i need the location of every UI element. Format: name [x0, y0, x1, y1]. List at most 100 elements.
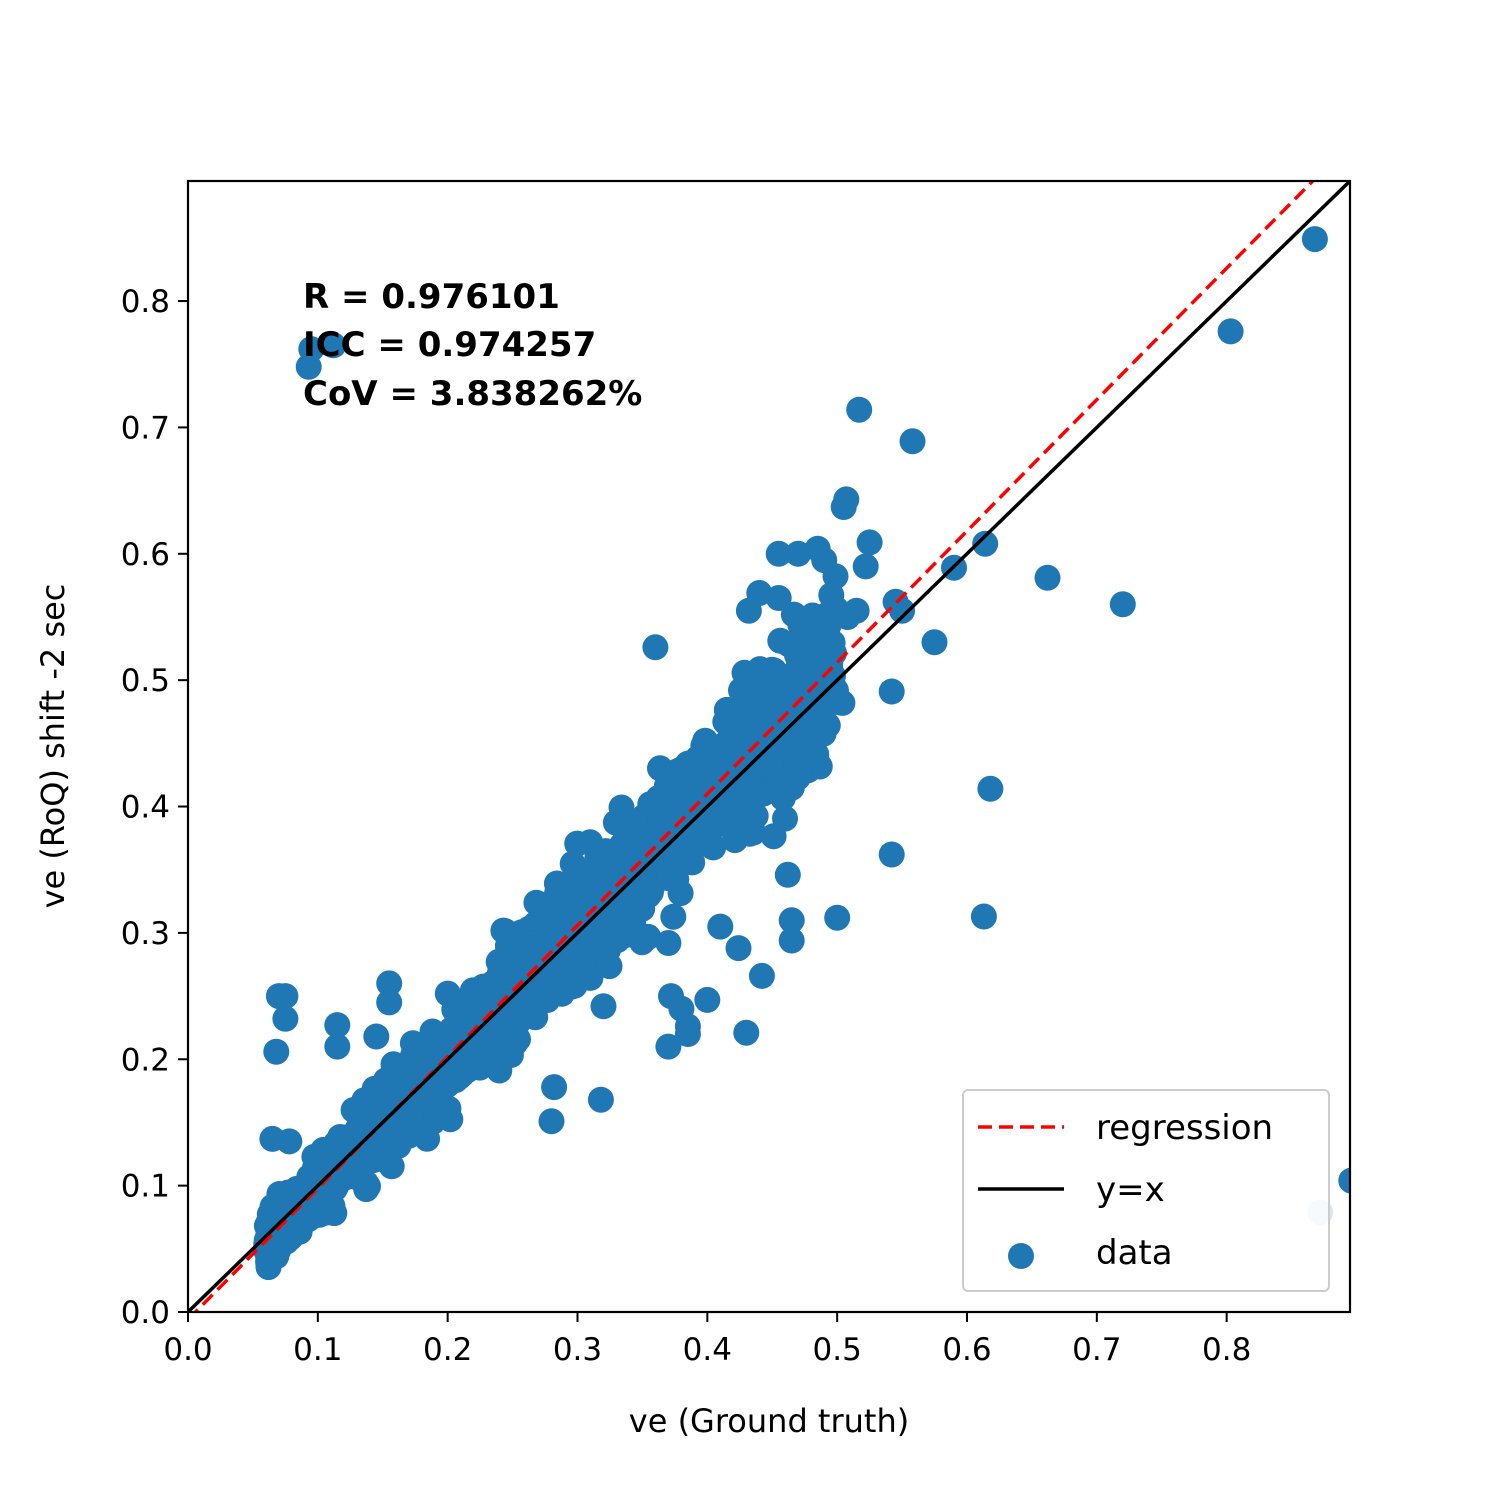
data-point [889, 597, 916, 624]
y-axis-ticks: 0.0 0.1 0.2 0.3 0.4 0.5 0.6 0.7 0.8 [121, 284, 188, 1331]
data-point [1301, 226, 1328, 253]
data-point [1338, 1167, 1350, 1194]
data-point [856, 529, 883, 556]
data-point [486, 1057, 513, 1084]
data-point [775, 631, 802, 658]
legend: regression y=x data [962, 1089, 1330, 1292]
data-point [790, 695, 817, 722]
data-point [538, 1108, 565, 1135]
data-point [263, 1038, 290, 1065]
data-point [733, 746, 760, 773]
data-point [324, 1033, 351, 1060]
data-point [596, 953, 623, 980]
y-tick-label: 0.0 [121, 1295, 170, 1331]
identity-line [188, 181, 1350, 1312]
x-tick-label: 0.1 [293, 1332, 342, 1368]
y-tick-label: 0.7 [121, 410, 170, 446]
data-point [778, 927, 805, 954]
x-tick-label: 0.6 [942, 1332, 991, 1368]
data-point [1109, 591, 1136, 618]
data-point [534, 987, 561, 1013]
data-point [759, 667, 786, 694]
data-point [320, 332, 347, 359]
data-point [878, 841, 905, 868]
x-tick-label: 0.7 [1072, 1332, 1121, 1368]
y-tick-label: 0.2 [121, 1042, 170, 1078]
x-tick-label: 0.4 [683, 1332, 732, 1368]
data-point [754, 697, 781, 724]
stat-icc: ICC = 0.974257 [303, 325, 596, 365]
x-axis-label: ve (Ground truth) [629, 1402, 909, 1440]
y-tick-label: 0.5 [121, 663, 170, 699]
x-tick-label: 0.5 [813, 1332, 862, 1368]
data-point [829, 689, 856, 716]
data-point [834, 604, 861, 630]
data-point [569, 888, 596, 915]
data-point [434, 980, 461, 1007]
data-point [721, 827, 748, 854]
data-point [735, 597, 762, 624]
data-point [642, 817, 669, 843]
data-point [642, 634, 669, 661]
data-point [348, 1150, 374, 1177]
data-point [830, 494, 857, 520]
data-point [376, 970, 403, 997]
data-point [353, 1170, 380, 1197]
plot-frame [186, 179, 1352, 1314]
data-point [765, 540, 792, 567]
data-point [437, 1106, 464, 1133]
legend-box [962, 1089, 1330, 1292]
data-point [276, 1128, 303, 1155]
data-point [272, 983, 299, 1010]
data-point [725, 935, 752, 962]
data-point [921, 629, 948, 656]
data-point [785, 540, 812, 567]
data-point [519, 935, 546, 962]
data-point [564, 830, 591, 857]
data-point [620, 808, 647, 835]
data-point [977, 775, 1004, 802]
y-tick-label: 0.3 [121, 916, 170, 952]
data-point [728, 677, 754, 704]
x-tick-label: 0.8 [1202, 1332, 1251, 1368]
data-point [818, 582, 845, 609]
data-point [878, 678, 905, 705]
data-point [414, 1125, 441, 1152]
data-point [692, 727, 719, 754]
plot-area [188, 181, 1350, 1312]
data-point [733, 1019, 760, 1046]
data-point [587, 1086, 614, 1113]
data-point [972, 530, 999, 557]
data-point [295, 353, 322, 380]
legend-identity-label: y=x [1096, 1170, 1165, 1210]
data-point [739, 779, 766, 805]
data-point [713, 697, 740, 723]
data-point [755, 751, 782, 778]
data-point [606, 899, 633, 926]
data-point [369, 1133, 396, 1160]
data-point [742, 803, 769, 829]
data-point [852, 553, 879, 580]
data-point [449, 1060, 476, 1087]
data-point [899, 428, 926, 455]
y-axis-label: ve (RoQ) shift -2 sec [34, 584, 72, 909]
y-tick-label: 0.1 [121, 1169, 170, 1205]
data-point [778, 774, 805, 801]
data-point [774, 861, 801, 888]
x-axis-ticks: 0.0 0.1 0.2 0.3 0.4 0.5 0.6 0.7 0.8 [163, 1312, 1251, 1368]
x-tick-label: 0.3 [553, 1332, 602, 1368]
data-point [635, 923, 662, 950]
data-point [576, 864, 602, 891]
legend-data-label: data [1096, 1233, 1173, 1273]
data-point [810, 720, 837, 747]
data-point [1217, 318, 1244, 345]
data-point [541, 1074, 568, 1101]
data-point [674, 1021, 701, 1047]
y-tick-label: 0.8 [121, 284, 170, 320]
data-point [389, 1113, 416, 1140]
data-point [618, 834, 645, 861]
data-point [324, 1012, 351, 1039]
x-tick-label: 0.0 [163, 1332, 212, 1368]
stats-annotation: R = 0.976101 ICC = 0.974257 CoV = 3.8382… [303, 277, 642, 414]
